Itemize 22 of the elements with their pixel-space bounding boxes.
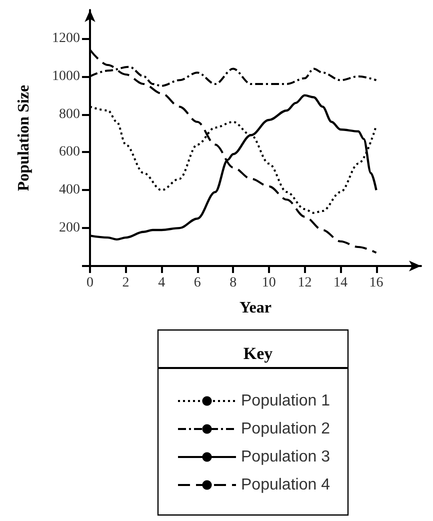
x-axis-title: Year	[240, 300, 272, 316]
y-tick-label: 200	[59, 220, 80, 236]
legend-label: Population 3	[241, 448, 330, 466]
x-tick-label: 10	[262, 276, 276, 290]
y-tick-label: 600	[59, 144, 80, 160]
x-tick-label: 4	[158, 276, 166, 290]
x-tick-label: 14	[333, 276, 348, 290]
legend-label: Population 4	[241, 476, 330, 494]
legend-label: Population 1	[241, 392, 330, 410]
x-tick-label: 12	[298, 276, 312, 290]
legend-label: Population 2	[241, 420, 330, 438]
y-tick-label: 800	[59, 106, 80, 122]
x-tick-label: 0	[86, 276, 94, 290]
y-axis-title: Population Size	[16, 84, 32, 192]
y-tick-label: 400	[59, 182, 80, 198]
y-tick-label: 1200	[52, 30, 80, 46]
x-tick-label: 8	[230, 276, 237, 290]
x-tick-label: 16	[369, 276, 384, 290]
x-tick-label: 2	[122, 276, 130, 290]
y-tick-label: 1000	[52, 68, 80, 84]
x-tick-label: 6	[194, 276, 201, 290]
legend-title: Key	[243, 344, 274, 363]
